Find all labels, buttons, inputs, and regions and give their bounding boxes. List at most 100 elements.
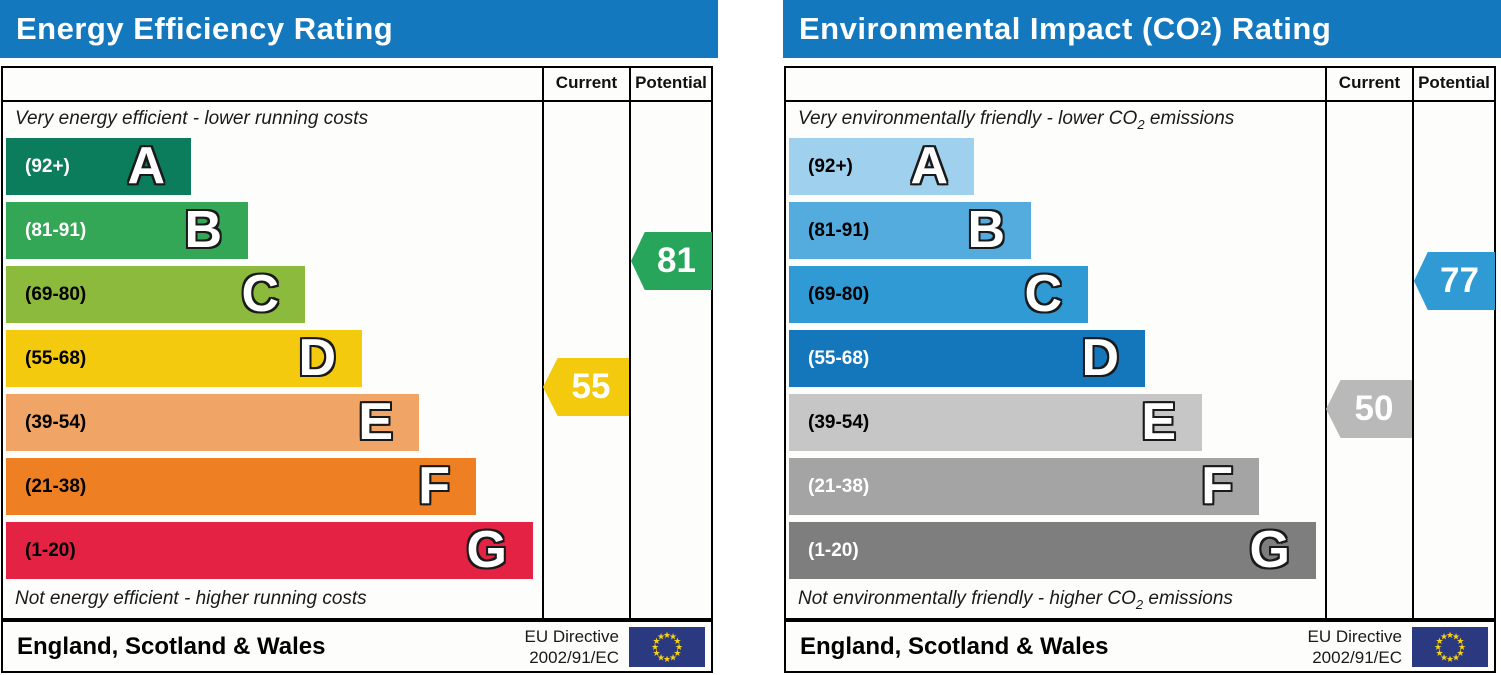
header-row-divider [3,100,711,102]
band-c-range: (69-80) [25,283,87,305]
column-divider [542,68,544,618]
column-divider [629,68,631,618]
eu-directive-label: EU Directive 2002/91/EC [524,626,619,667]
band-d: (55-68) D [789,330,1145,387]
band-b-range: (81-91) [25,219,87,241]
band-c-letter: C [1024,265,1062,323]
svg-text:★: ★ [1434,642,1442,652]
top-caption: Very environmentally friendly - lower CO… [798,108,1235,132]
band-f: (21-38) F [789,458,1259,515]
band-g-range: (1-20) [808,539,859,561]
svg-text:★: ★ [673,636,681,646]
band-b-letter: B [967,201,1005,259]
band-a-range: (92+) [25,155,70,177]
current-column-header: Current [1338,73,1401,92]
energy-panel-title: Energy Efficiency Rating [0,0,718,58]
band-g: (1-20) G [6,522,533,579]
band-b-range: (81-91) [808,219,870,241]
title-text: Energy Efficiency Rating [16,11,394,46]
top-caption: Very energy efficient - lower running co… [15,108,369,129]
potential-rating-arrow: 77 [1414,252,1495,310]
title-text: Environmental Impact (CO [799,11,1201,46]
svg-text:★: ★ [1436,636,1444,646]
potential-rating-arrow: 81 [631,232,712,290]
band-c-letter: C [241,265,279,323]
energy-efficiency-panel: Energy Efficiency Rating Current Potenti… [0,0,720,675]
environment-panel-title: Environmental Impact (CO 2) Rating [783,0,1501,58]
svg-text:★: ★ [653,648,661,658]
band-g-letter: G [466,521,507,579]
band-b-letter: B [184,201,222,259]
band-d-range: (55-68) [808,347,870,369]
band-b: (81-91) B [6,202,248,259]
band-g: (1-20) G [789,522,1316,579]
band-e-range: (39-54) [808,411,870,433]
svg-text:★: ★ [1440,631,1448,641]
svg-text:★: ★ [1440,652,1448,662]
title-text-suffix: ) Rating [1211,11,1332,46]
band-f: (21-38) F [6,458,476,515]
band-a-letter: A [127,137,165,195]
energy-panel-footer: England, Scotland & Wales EU Directive 2… [1,620,713,673]
band-d-letter: D [1081,329,1119,387]
svg-text:★: ★ [1456,648,1464,658]
svg-text:★: ★ [1456,636,1464,646]
svg-text:★: ★ [1436,648,1444,658]
band-c: (69-80) C [789,266,1088,323]
region-label: England, Scotland & Wales [800,632,1109,660]
svg-text:★: ★ [673,648,681,658]
band-e-range: (39-54) [25,411,87,433]
band-e-letter: E [1141,393,1176,451]
environmental-impact-panel: Environmental Impact (CO 2) Rating Curren… [783,0,1501,675]
potential-column-header: Potential [635,73,707,92]
svg-text:★: ★ [1458,642,1466,652]
svg-text:★: ★ [1446,630,1454,640]
band-e: (39-54) E [789,394,1202,451]
band-a-range: (92+) [808,155,853,177]
band-c: (69-80) C [6,266,305,323]
environment-panel-footer: England, Scotland & Wales EU Directive 2… [784,620,1496,673]
svg-text:★: ★ [1452,652,1460,662]
potential-rating-value: 77 [1440,261,1479,300]
band-a: (92+) A [789,138,974,195]
bottom-caption: Not environmentally friendly - higher CO… [798,588,1233,612]
current-rating-value: 55 [571,367,611,406]
svg-text:★: ★ [669,652,677,662]
band-e-letter: E [358,393,393,451]
eu-directive-label: EU Directive 2002/91/EC [1307,626,1402,667]
band-g-range: (1-20) [25,539,76,561]
svg-text:★: ★ [657,652,665,662]
band-a: (92+) A [6,138,191,195]
column-divider [1412,68,1414,618]
svg-text:★: ★ [675,642,683,652]
svg-text:★: ★ [669,631,677,641]
current-rating-arrow: 50 [1326,380,1412,438]
current-rating-arrow: 55 [543,358,629,416]
band-e: (39-54) E [6,394,419,451]
band-f-letter: F [1201,457,1233,515]
band-d: (55-68) D [6,330,362,387]
potential-rating-value: 81 [657,241,696,280]
band-d-letter: D [298,329,336,387]
svg-text:★: ★ [653,636,661,646]
header-row-divider [786,100,1494,102]
band-f-letter: F [418,457,450,515]
band-c-range: (69-80) [808,283,870,305]
current-rating-value: 50 [1354,389,1394,428]
current-column-header: Current [555,73,618,92]
band-f-range: (21-38) [808,475,870,497]
band-b: (81-91) B [789,202,1031,259]
energy-rating-table: Current Potential Very energy efficient … [1,66,713,620]
svg-text:★: ★ [1446,654,1454,664]
region-label: England, Scotland & Wales [17,632,326,660]
svg-text:★: ★ [1452,631,1460,641]
eu-flag-icon: ★★★★★★★★★★★★ [1412,626,1488,667]
band-f-range: (21-38) [25,475,87,497]
svg-text:★: ★ [663,654,671,664]
band-g-letter: G [1249,521,1290,579]
eu-flag-icon: ★★★★★★★★★★★★ [629,626,705,667]
column-divider [1325,68,1327,618]
band-a-letter: A [910,137,948,195]
svg-text:★: ★ [663,630,671,640]
svg-text:★: ★ [657,631,665,641]
